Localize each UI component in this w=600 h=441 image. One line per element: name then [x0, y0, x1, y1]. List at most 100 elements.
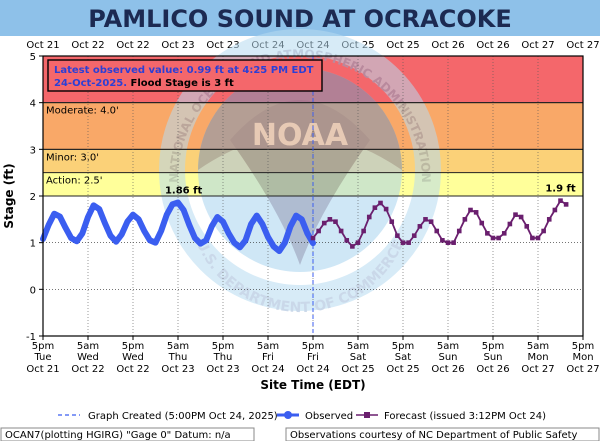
x-tick-day: Sun	[483, 352, 502, 363]
x-tick-date: Oct 22	[71, 364, 104, 375]
observed-point	[242, 237, 249, 243]
x-tick-day: Wed	[122, 352, 144, 363]
x-tick-time: 5pm	[122, 341, 144, 352]
x-tick-date: Oct 27	[521, 364, 554, 375]
x-tick-date: Oct 21	[26, 364, 59, 375]
latest-value-line2: 24-Oct-2025. Flood Stage is 3 ft	[54, 78, 234, 89]
observed-point	[186, 222, 192, 228]
observed-point	[293, 213, 299, 219]
forecast-point	[316, 228, 321, 234]
x-tick-date: Oct 23	[161, 364, 194, 375]
top-date-label: Oct 27	[566, 40, 599, 51]
x-tick-day: Thu	[213, 352, 233, 363]
footer-datum: OCAN7(plotting HGIRG) "Gage 0" Datum: n/…	[5, 430, 231, 441]
forecast-point	[468, 207, 473, 213]
forecast-point	[389, 219, 395, 224]
forecast-point	[445, 240, 451, 245]
peak-label-0: 1.86 ft	[165, 186, 203, 197]
forecast-point	[333, 219, 338, 224]
observed-point	[74, 238, 80, 244]
flood-band-label-2: Minor: 3.0'	[46, 152, 99, 163]
forecast-point	[490, 235, 496, 241]
x-axis-title: Site Time (EDT)	[260, 378, 365, 392]
x-tick-time: 5am	[527, 341, 549, 352]
observed-point	[119, 231, 125, 237]
y-tick-label: 2	[30, 192, 36, 203]
x-tick-time: 5pm	[482, 341, 504, 352]
x-tick-date: Oct 24	[251, 364, 284, 375]
observed-point	[271, 243, 277, 249]
y-tick-label: 0	[30, 285, 36, 296]
observed-point	[276, 248, 282, 254]
chart-title: PAMLICO SOUND AT OCRACOKE	[88, 5, 512, 33]
observed-point	[248, 221, 254, 227]
forecast-point	[501, 231, 507, 236]
flood-band-labels: Moderate: 4.0' Minor: 3.0' Action: 2.5'	[46, 106, 119, 187]
forecast-point	[423, 217, 428, 222]
x-tick-day: Mon	[527, 352, 548, 363]
forecast-point	[530, 235, 535, 241]
observed-point	[152, 240, 159, 246]
forecast-point	[518, 214, 524, 220]
observed-point	[310, 240, 316, 246]
x-tick-time: 5pm	[32, 341, 54, 352]
x-tick-date: Oct 24	[296, 364, 329, 375]
x-tick-day: Mon	[572, 352, 593, 363]
observed-point	[192, 235, 198, 241]
x-tick-day: Sat	[395, 352, 411, 363]
flood-band-label-1: Moderate: 4.0'	[46, 106, 119, 117]
forecast-point	[524, 224, 530, 229]
latest-value-box-frame	[47, 59, 323, 92]
y-tick-label: -1	[26, 332, 36, 343]
top-date-label: Oct 27	[521, 40, 554, 51]
observed-point	[299, 216, 305, 222]
legend-graph-created: Graph Created (5:00PM Oct 24, 2025)	[88, 411, 278, 422]
x-tick-date: Oct 27	[566, 364, 599, 375]
forecast-point	[344, 238, 350, 243]
x-tick-date: Oct 25	[386, 364, 419, 375]
y-tick-label: 4	[30, 99, 36, 110]
x-tick-date: Oct 25	[341, 364, 374, 375]
flood-band-label-3: Action: 2.5'	[46, 176, 103, 187]
forecast-point	[327, 217, 333, 222]
forecast-point	[383, 206, 389, 212]
x-tick-time: 5am	[257, 341, 279, 352]
observed-point	[62, 225, 69, 231]
forecast-point	[513, 212, 518, 217]
observed-point	[203, 237, 209, 243]
observed-point	[181, 207, 187, 213]
forecast-point	[563, 202, 569, 207]
x-tick-date: Oct 22	[116, 364, 149, 375]
forecast-point	[535, 235, 541, 241]
x-tick-day: Fri	[262, 352, 274, 363]
top-date-label: Oct 21	[26, 40, 59, 51]
top-date-label: Oct 26	[431, 40, 464, 51]
x-tick-day: Tue	[33, 352, 51, 363]
observed-point	[113, 239, 119, 245]
y-axis-title: Stage (ft)	[2, 163, 16, 228]
legend-forecast-marker	[364, 412, 370, 418]
observed-point	[209, 223, 215, 229]
forecast-line	[312, 199, 567, 248]
top-date-label: Oct 25	[386, 40, 419, 51]
top-date-label: Oct 23	[206, 40, 239, 51]
forecast-point	[417, 224, 423, 229]
footer-credit: Observations courtesy of NC Department o…	[290, 430, 578, 441]
forecast-point	[372, 205, 378, 210]
forecast-point	[310, 235, 316, 241]
seal-noaa-text: NOAA	[252, 118, 349, 153]
seal-ring	[159, 29, 441, 311]
observed-point	[304, 230, 310, 236]
observed-point	[220, 219, 226, 225]
legend-forecast: Forecast (issued 3:12PM Oct 24)	[384, 411, 546, 422]
y-tick-label: 5	[30, 52, 36, 63]
x-tick-day: Sat	[350, 352, 366, 363]
observed-point	[107, 233, 114, 239]
x-tick-day: Fri	[307, 352, 319, 363]
observed-point	[237, 244, 243, 250]
forecast-point	[462, 217, 468, 222]
observed-point	[79, 230, 85, 236]
y-tick-label: 3	[30, 145, 36, 156]
forecast-point	[496, 235, 501, 241]
